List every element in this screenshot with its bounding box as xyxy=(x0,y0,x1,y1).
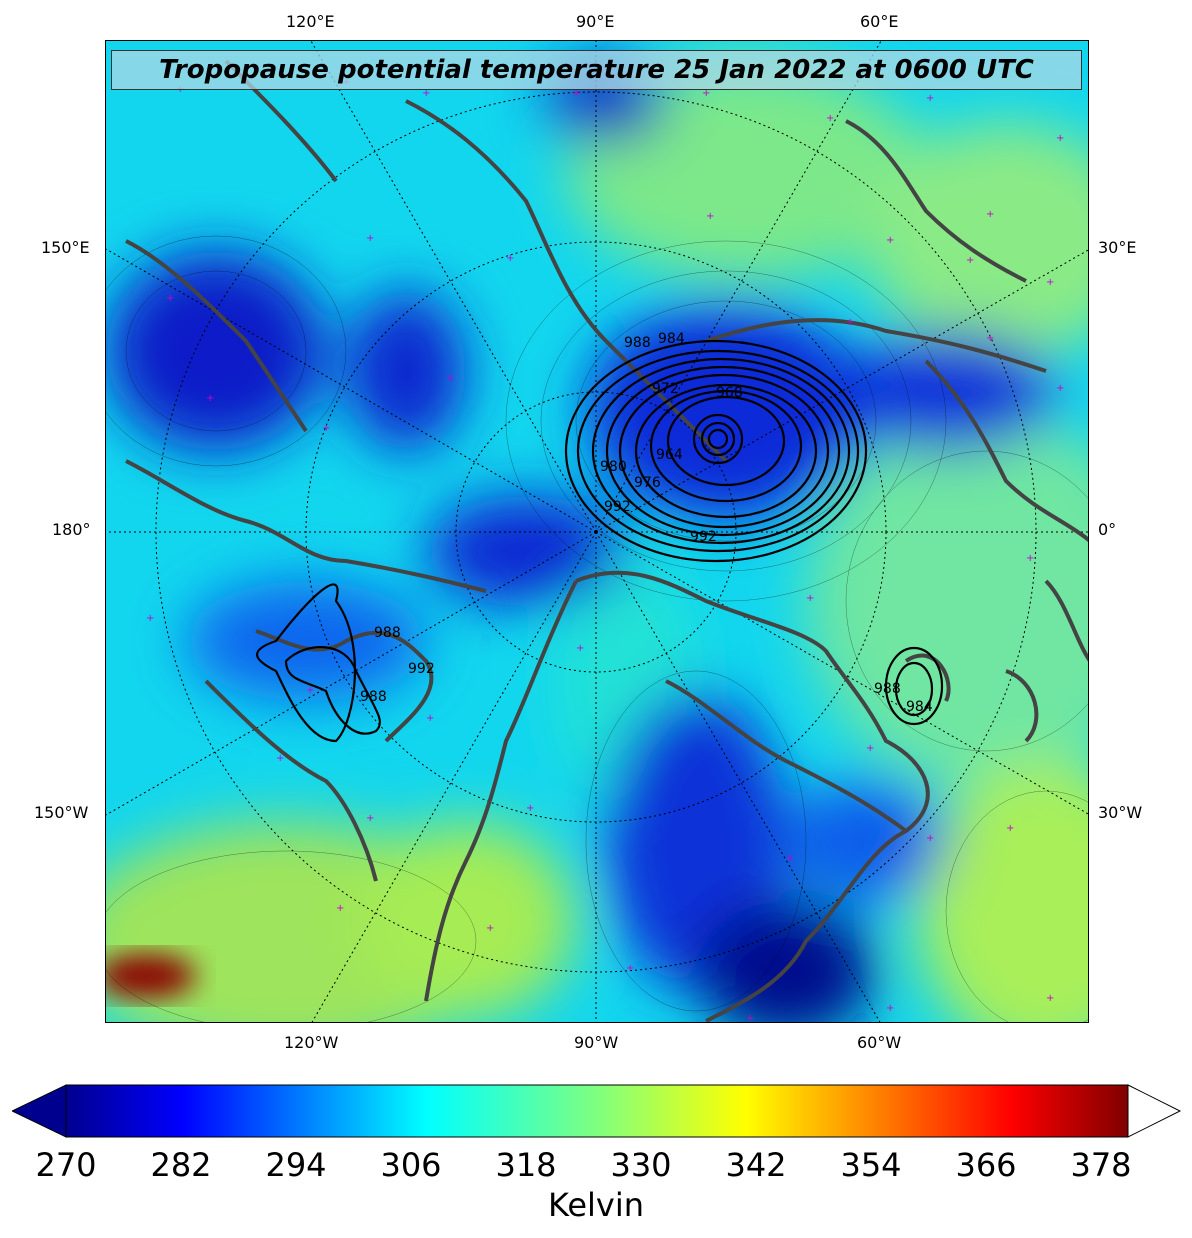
svg-text:+: + xyxy=(146,613,154,624)
lon-label-top: 60°E xyxy=(860,12,899,31)
contour-labels: 988 984 972 968 964 980 976 992 992 988 … xyxy=(360,331,933,715)
svg-text:+: + xyxy=(426,713,434,724)
title-box: Tropopause potential temperature 25 Jan … xyxy=(111,50,1082,90)
colorbar-tick: 282 xyxy=(150,1146,212,1184)
colorbar-gradient xyxy=(65,1084,1129,1138)
pressure-contours-labrador-low xyxy=(884,646,944,726)
colorbar xyxy=(12,1084,1182,1138)
colorbar-tick: 306 xyxy=(380,1146,442,1184)
contour-label: 992 xyxy=(408,661,435,677)
svg-text:+: + xyxy=(166,293,174,304)
station-markers: + + + + ++ + ++ +++ +++ +++ +++ +++ +++ +++ … xyxy=(146,77,1064,1023)
theta-field-map: 988 984 972 968 964 980 976 992 992 988 … xyxy=(106,41,1088,1023)
svg-text:+: + xyxy=(1046,993,1054,1004)
contour-label: 972 xyxy=(652,381,679,397)
pressure-contours-bering-low xyxy=(256,583,381,743)
svg-text:+: + xyxy=(306,685,314,696)
svg-text:+: + xyxy=(826,113,834,124)
colorbar-tick: 354 xyxy=(840,1146,902,1184)
svg-text:+: + xyxy=(336,903,344,914)
colorbar-tick: 294 xyxy=(265,1146,327,1184)
contour-label: 988 xyxy=(874,681,901,697)
svg-text:+: + xyxy=(506,253,514,264)
svg-text:+: + xyxy=(966,255,974,266)
svg-text:+: + xyxy=(806,593,814,604)
svg-text:+: + xyxy=(926,93,934,104)
contour-label: 992 xyxy=(690,529,717,545)
svg-text:+: + xyxy=(1056,383,1064,394)
svg-text:+: + xyxy=(986,333,994,344)
svg-text:+: + xyxy=(706,211,714,222)
svg-text:+: + xyxy=(1026,553,1034,564)
svg-text:+: + xyxy=(576,643,584,654)
lon-label-left: 150°W xyxy=(34,803,89,822)
svg-text:+: + xyxy=(422,88,430,99)
lon-label-bottom: 120°W xyxy=(284,1033,339,1052)
svg-text:+: + xyxy=(626,963,634,974)
svg-text:+: + xyxy=(886,1003,894,1014)
contour-label: 988 xyxy=(374,625,401,641)
lon-label-right: 30°W xyxy=(1098,803,1143,822)
svg-text:+: + xyxy=(572,88,580,99)
theta-field-blobs xyxy=(106,61,1088,1022)
contour-label: 980 xyxy=(600,459,627,475)
svg-text:+: + xyxy=(866,743,874,754)
contour-label: 988 xyxy=(360,689,387,705)
contour-label: 964 xyxy=(656,447,683,463)
lon-label-top: 120°E xyxy=(286,12,335,31)
colorbar-tick: 270 xyxy=(35,1146,97,1184)
svg-text:+: + xyxy=(746,1013,754,1023)
colorbar-label: Kelvin xyxy=(547,1186,645,1224)
lon-label-right: 30°E xyxy=(1098,238,1137,257)
svg-text:+: + xyxy=(702,88,710,99)
svg-text:+: + xyxy=(886,235,894,246)
svg-text:+: + xyxy=(786,853,794,864)
lon-label-left: 180° xyxy=(52,520,91,539)
colorbar-extend-high xyxy=(1127,1084,1182,1138)
colorbar-tick: 318 xyxy=(495,1146,557,1184)
svg-text:+: + xyxy=(1046,277,1054,288)
graticule xyxy=(106,41,1088,1022)
svg-text:+: + xyxy=(986,209,994,220)
lon-label-left: 150°E xyxy=(41,238,90,257)
colorbar-tick: 342 xyxy=(725,1146,787,1184)
contour-label: 992 xyxy=(604,499,631,515)
colorbar-tick: 378 xyxy=(1070,1146,1132,1184)
svg-text:+: + xyxy=(486,923,494,934)
contour-label: 984 xyxy=(906,699,933,715)
svg-text:+: + xyxy=(366,813,374,824)
contour-label: 976 xyxy=(634,475,661,491)
svg-text:+: + xyxy=(846,317,854,328)
svg-text:+: + xyxy=(366,233,374,244)
contour-label: 988 xyxy=(624,335,651,351)
svg-text:+: + xyxy=(526,803,534,814)
coastlines xyxy=(125,59,1088,1022)
theta-isolines xyxy=(106,235,1088,1022)
contour-label: 984 xyxy=(658,331,685,347)
svg-text:+: + xyxy=(926,833,934,844)
lon-label-right: 0° xyxy=(1098,520,1117,539)
colorbar-tick: 366 xyxy=(955,1146,1017,1184)
lon-label-top: 90°E xyxy=(576,12,615,31)
map-title: Tropopause potential temperature 25 Jan … xyxy=(159,55,1034,85)
pressure-contours-atlantic-low xyxy=(564,339,868,563)
lon-label-bottom: 60°W xyxy=(857,1033,902,1052)
svg-text:+: + xyxy=(206,393,214,404)
svg-text:+: + xyxy=(1056,133,1064,144)
svg-text:+: + xyxy=(446,373,454,384)
contour-label: 968 xyxy=(716,385,743,401)
svg-text:+: + xyxy=(322,423,330,434)
map-panel: 988 984 972 968 964 980 976 992 992 988 … xyxy=(105,40,1089,1023)
lon-label-bottom: 90°W xyxy=(574,1033,619,1052)
svg-text:+: + xyxy=(1006,823,1014,834)
colorbar-tick: 330 xyxy=(610,1146,672,1184)
svg-text:+: + xyxy=(276,753,284,764)
colorbar-extend-low xyxy=(12,1084,67,1138)
